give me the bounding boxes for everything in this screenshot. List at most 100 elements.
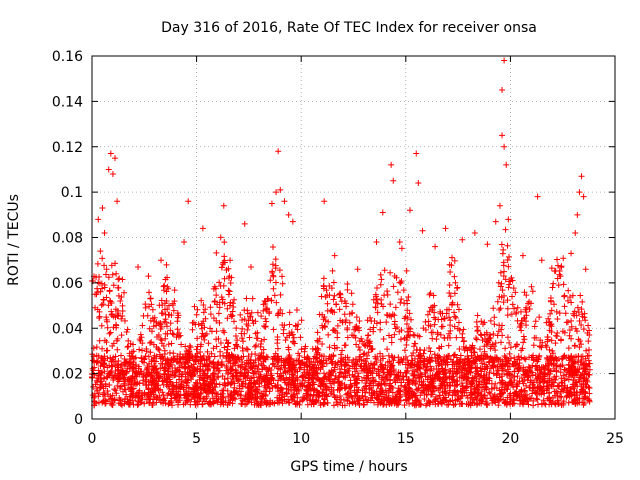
data-point (525, 401, 532, 408)
data-point (506, 363, 513, 370)
data-point (143, 373, 150, 380)
data-point (141, 391, 148, 398)
data-point (529, 385, 536, 392)
data-point (308, 358, 315, 365)
data-point (565, 287, 572, 294)
data-point (437, 398, 444, 405)
data-point (260, 307, 267, 314)
data-point (139, 347, 146, 354)
x-tick-label: 20 (501, 431, 519, 447)
data-point (554, 390, 561, 397)
data-point (92, 291, 99, 298)
data-point (429, 329, 436, 336)
data-point (311, 381, 318, 388)
data-point (274, 370, 281, 377)
data-point (491, 314, 498, 321)
data-point (374, 309, 381, 316)
data-point (406, 310, 413, 317)
data-point (189, 319, 196, 326)
data-point (559, 362, 566, 369)
data-point (474, 386, 481, 393)
data-point (514, 373, 521, 380)
data-point (199, 225, 206, 232)
data-point (347, 381, 354, 388)
data-point (210, 371, 217, 378)
data-point (317, 400, 324, 407)
data-point (161, 367, 168, 374)
data-point (510, 285, 517, 292)
data-point (498, 373, 505, 380)
data-point (344, 324, 351, 331)
data-point (449, 397, 456, 404)
data-point (433, 336, 440, 343)
data-point (319, 341, 326, 348)
data-point (186, 385, 193, 392)
data-point (249, 295, 256, 302)
data-point (114, 307, 121, 314)
data-point (262, 399, 269, 406)
data-point (281, 396, 288, 403)
data-point (101, 284, 108, 291)
data-point (359, 392, 366, 399)
y-tick-label: 0 (74, 412, 83, 428)
data-point (472, 360, 479, 367)
data-point (504, 312, 511, 319)
data-point (582, 355, 589, 362)
data-point (167, 359, 174, 366)
data-point (548, 265, 555, 272)
data-point (430, 292, 437, 299)
data-point (198, 333, 205, 340)
data-point (538, 391, 545, 398)
data-point (226, 288, 233, 295)
data-point (280, 370, 287, 377)
data-point (483, 386, 490, 393)
data-point (414, 396, 421, 403)
data-point (334, 322, 341, 329)
data-point (168, 356, 175, 363)
data-point (426, 381, 433, 388)
data-point (221, 329, 228, 336)
data-point (386, 367, 393, 374)
data-point (400, 287, 407, 294)
data-point (139, 380, 146, 387)
data-point (409, 357, 416, 364)
data-point (323, 360, 330, 367)
data-point (384, 376, 391, 383)
data-point (352, 326, 359, 333)
data-point (461, 338, 468, 345)
data-point (102, 271, 109, 278)
data-point (539, 388, 546, 395)
data-point (466, 359, 473, 366)
data-point (505, 263, 512, 270)
data-point (395, 372, 402, 379)
data-point (571, 342, 578, 349)
data-point (201, 398, 208, 405)
data-point (386, 382, 393, 389)
data-point (465, 400, 472, 407)
data-point (528, 369, 535, 376)
data-point (89, 357, 96, 364)
data-point (168, 392, 175, 399)
data-point (270, 273, 277, 280)
data-point (582, 317, 589, 324)
data-point (231, 389, 238, 396)
data-point (547, 397, 554, 404)
data-point (289, 397, 296, 404)
data-point (511, 305, 518, 312)
data-point (175, 367, 182, 374)
data-point (207, 304, 214, 311)
data-point (487, 390, 494, 397)
data-point (559, 328, 566, 335)
data-point (172, 365, 179, 372)
data-point (192, 353, 199, 360)
data-point (503, 372, 510, 379)
data-point (232, 333, 239, 340)
data-point (578, 322, 585, 329)
data-point (367, 314, 374, 321)
data-point (421, 355, 428, 362)
data-point (149, 306, 156, 313)
data-point (437, 331, 444, 338)
data-point (335, 379, 342, 386)
y-tick-label: 0.1 (61, 185, 83, 201)
data-point (520, 380, 527, 387)
